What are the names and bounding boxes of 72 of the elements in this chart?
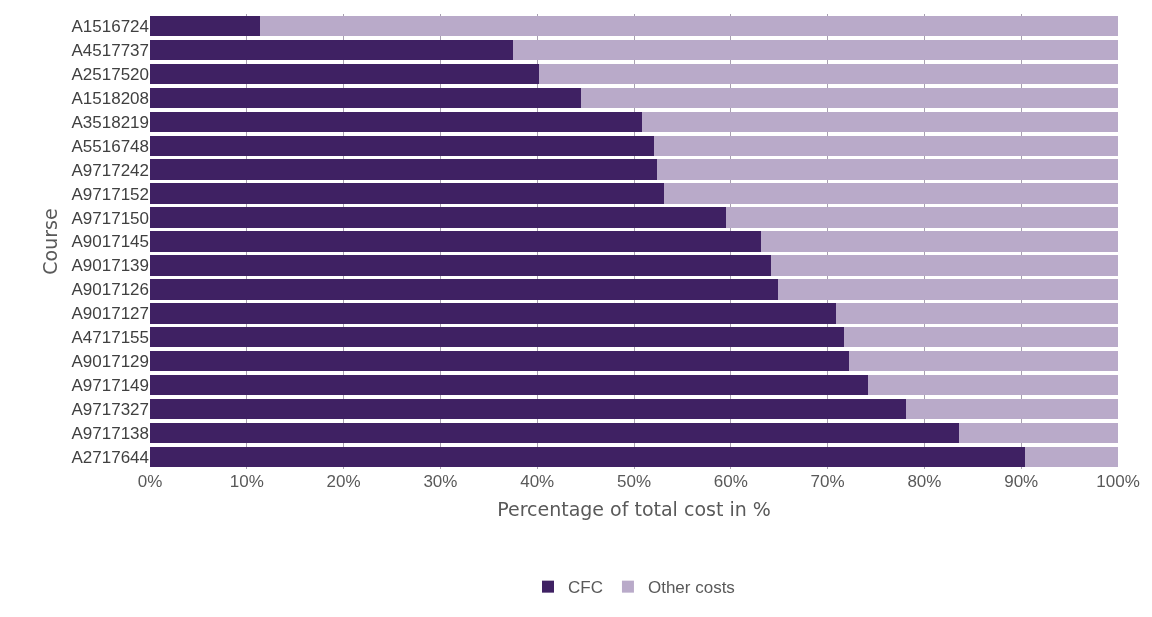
bar — [150, 135, 655, 156]
y-tick-label: A9717149 — [71, 376, 149, 396]
y-axis-title: Course — [39, 208, 62, 275]
bar — [150, 231, 761, 252]
x-tick-label: 0% — [137, 472, 163, 491]
y-tick-label: A1516724 — [71, 16, 149, 36]
y-tick-label: A9717138 — [71, 424, 149, 444]
bar — [906, 398, 1118, 420]
bar — [150, 255, 772, 276]
bar — [539, 63, 1118, 85]
y-tick-label: A9017129 — [71, 352, 149, 372]
bar — [150, 39, 513, 61]
x-tick-label: 70% — [810, 472, 845, 491]
bar — [260, 15, 1118, 37]
y-tick-label: A9017139 — [71, 256, 149, 276]
bar — [664, 183, 1118, 204]
bar — [150, 303, 837, 324]
bar — [150, 63, 540, 85]
bar — [150, 375, 869, 396]
bar — [959, 422, 1118, 444]
x-tick-label: 10% — [229, 472, 264, 491]
y-tick-label: A9717150 — [71, 208, 149, 228]
y-tick-label: A3518219 — [71, 112, 149, 132]
x-tick-label: 30% — [423, 472, 458, 491]
bar — [836, 303, 1118, 324]
bar — [641, 111, 1118, 132]
bar — [868, 375, 1118, 396]
y-tick-label: A9717242 — [71, 160, 149, 180]
bar — [654, 135, 1118, 156]
bar — [844, 327, 1118, 348]
bar — [150, 159, 658, 180]
y-tick-label: A9017145 — [71, 232, 149, 252]
x-tick-label: 40% — [520, 472, 555, 491]
x-axis-title: Percentage of total cost in % — [497, 497, 771, 520]
bar — [150, 446, 1026, 468]
bar — [1025, 446, 1118, 468]
bar — [150, 207, 726, 228]
bar — [150, 279, 779, 300]
y-tick-label: A4517737 — [71, 40, 149, 60]
bar — [778, 279, 1118, 300]
y-tick-label: A9017126 — [71, 280, 149, 300]
y-tick-label: A5516748 — [71, 136, 149, 156]
x-tick-label: 100% — [1096, 472, 1140, 491]
bar — [150, 87, 581, 108]
legend-label: CFC — [568, 578, 603, 598]
y-tick-label: A2517520 — [71, 64, 149, 84]
bar — [513, 39, 1118, 61]
bar — [150, 422, 960, 444]
x-tick-label: 50% — [616, 472, 652, 491]
bar — [150, 327, 845, 348]
bar — [580, 87, 1118, 108]
y-tick-label: A2717644 — [71, 447, 149, 467]
x-tick-label: 80% — [907, 472, 942, 491]
y-tick-label: A9717152 — [71, 184, 149, 204]
y-tick-label: A9017127 — [71, 304, 149, 324]
bar — [150, 183, 665, 204]
x-tick-label: 90% — [1004, 472, 1039, 491]
bar — [150, 398, 907, 420]
x-tick-label: 60% — [713, 472, 748, 491]
x-tick-label: 20% — [326, 472, 361, 491]
y-tick-label: A1518208 — [71, 88, 149, 108]
bar — [150, 111, 642, 132]
legend-label: Other costs — [647, 578, 735, 598]
y-tick-label: A9717327 — [71, 400, 149, 420]
bar — [725, 207, 1118, 228]
bar — [848, 351, 1118, 372]
bar — [150, 351, 849, 372]
y-tick-label: A4717155 — [71, 328, 149, 348]
bar — [657, 159, 1118, 180]
bar — [771, 255, 1118, 276]
bar — [760, 231, 1118, 252]
bar — [150, 15, 261, 37]
